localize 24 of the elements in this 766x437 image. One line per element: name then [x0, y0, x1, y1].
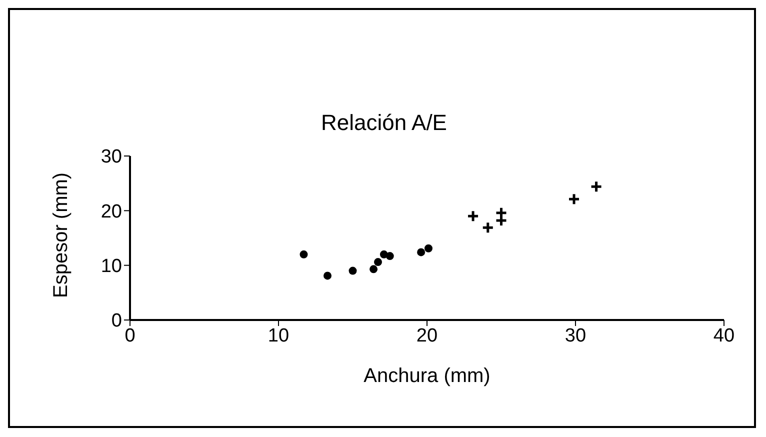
point [424, 244, 432, 252]
point [370, 265, 378, 274]
x-tick-label: 40 [713, 325, 735, 346]
y-tick-label: 0 [111, 310, 122, 332]
chart-title: Relación A/E [320, 110, 448, 136]
point [374, 258, 382, 266]
point [466, 210, 480, 222]
x-tick-label: 20 [416, 325, 438, 346]
point [386, 252, 394, 260]
point [348, 266, 357, 275]
x-axis-title: Anchura (mm) [364, 365, 490, 387]
y-axis-title: Espesor (mm) [50, 172, 72, 298]
y-tick-label: 20 [100, 201, 122, 222]
point [300, 250, 308, 258]
y-tick-label: 30 [100, 146, 122, 168]
x-tick-label: 0 [124, 325, 136, 346]
point [482, 221, 494, 234]
point [568, 192, 580, 206]
point [417, 248, 426, 256]
x-tick-label: 10 [268, 325, 290, 346]
point [324, 272, 332, 280]
x-tick-label: 30 [564, 325, 586, 346]
point [590, 180, 603, 193]
y-tick-label: 10 [100, 256, 122, 278]
